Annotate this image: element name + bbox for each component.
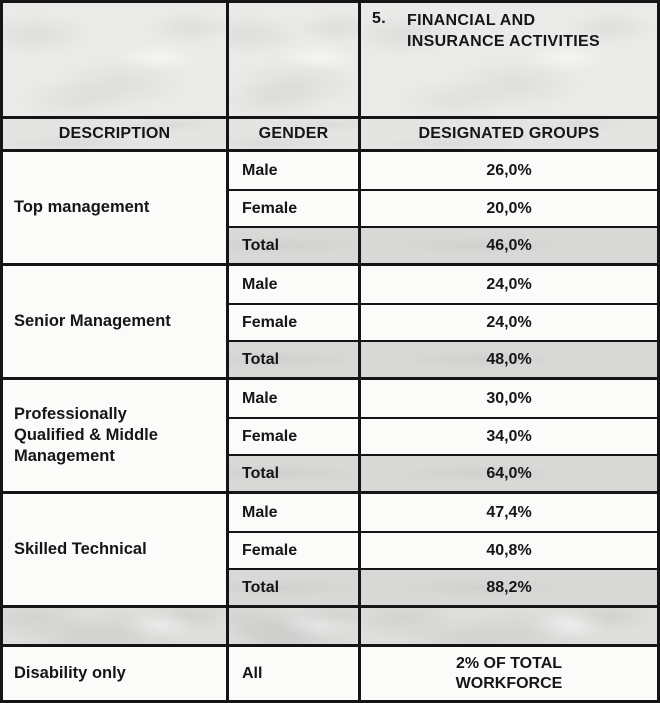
value-cell: 24,0% xyxy=(361,266,657,303)
banner-title: FINANCIAL AND INSURANCE ACTIVITIES xyxy=(407,10,600,52)
value-cell: 47,4% xyxy=(361,494,657,531)
section-number: 5. xyxy=(372,10,386,27)
column-header-gender: GENDER xyxy=(229,119,361,149)
value-cell: 24,0% xyxy=(361,303,657,340)
description-cell: Senior Management xyxy=(3,266,229,377)
gender-cell: All xyxy=(229,647,361,700)
value-total-cell: 64,0% xyxy=(361,454,657,491)
gender-total-cell: Total xyxy=(229,340,361,377)
banner-row: 5. FINANCIAL AND INSURANCE ACTIVITIES xyxy=(3,3,657,116)
gender-cell: Male xyxy=(229,380,361,417)
section-senior-management: Senior Management Male 24,0% Female 24,0… xyxy=(3,263,657,377)
column-header-row: DESCRIPTION GENDER DESIGNATED GROUPS xyxy=(3,116,657,149)
description-cell: Skilled Technical xyxy=(3,494,229,605)
gender-cell: Female xyxy=(229,303,361,340)
description-cell: Top management xyxy=(3,152,229,263)
gender-total-cell: Total xyxy=(229,454,361,491)
value-total-cell: 48,0% xyxy=(361,340,657,377)
gender-cell: Male xyxy=(229,494,361,531)
value-cell: 34,0% xyxy=(361,417,657,454)
column-header-description: DESCRIPTION xyxy=(3,119,229,149)
banner-cell-empty-1 xyxy=(3,3,229,116)
separator-row xyxy=(3,605,657,644)
section-skilled-technical: Skilled Technical Male 47,4% Female 40,8… xyxy=(3,491,657,605)
banner-cell-empty-2 xyxy=(229,3,361,116)
separator-cell-1 xyxy=(3,608,229,644)
banner-title-line-1: FINANCIAL AND xyxy=(407,12,536,29)
gender-cell: Female xyxy=(229,417,361,454)
separator-cell-2 xyxy=(229,608,361,644)
value-cell: 30,0% xyxy=(361,380,657,417)
description-cell: Disability only xyxy=(3,647,229,700)
value-total-cell: 46,0% xyxy=(361,226,657,263)
value-total-cell: 88,2% xyxy=(361,568,657,605)
column-header-designated-groups: DESIGNATED GROUPS xyxy=(361,119,657,149)
gender-cell: Male xyxy=(229,152,361,189)
section-professionally-qualified: Professionally Qualified & Middle Manage… xyxy=(3,377,657,491)
disability-row: Disability only All 2% OF TOTAL WORKFORC… xyxy=(3,644,657,700)
gender-total-cell: Total xyxy=(229,226,361,263)
gender-cell: Female xyxy=(229,189,361,226)
value-cell: 26,0% xyxy=(361,152,657,189)
description-cell: Professionally Qualified & Middle Manage… xyxy=(3,380,229,491)
banner-title-cell: 5. FINANCIAL AND INSURANCE ACTIVITIES xyxy=(361,3,657,116)
gender-cell: Female xyxy=(229,531,361,568)
value-cell: 40,8% xyxy=(361,531,657,568)
separator-cell-3 xyxy=(361,608,657,644)
gender-cell: Male xyxy=(229,266,361,303)
value-cell: 2% OF TOTAL WORKFORCE xyxy=(455,654,563,692)
banner-title-line-2: INSURANCE ACTIVITIES xyxy=(407,33,600,50)
section-top-management: Top management Male 26,0% Female 20,0% T… xyxy=(3,149,657,263)
value-cell: 20,0% xyxy=(361,189,657,226)
gender-total-cell: Total xyxy=(229,568,361,605)
